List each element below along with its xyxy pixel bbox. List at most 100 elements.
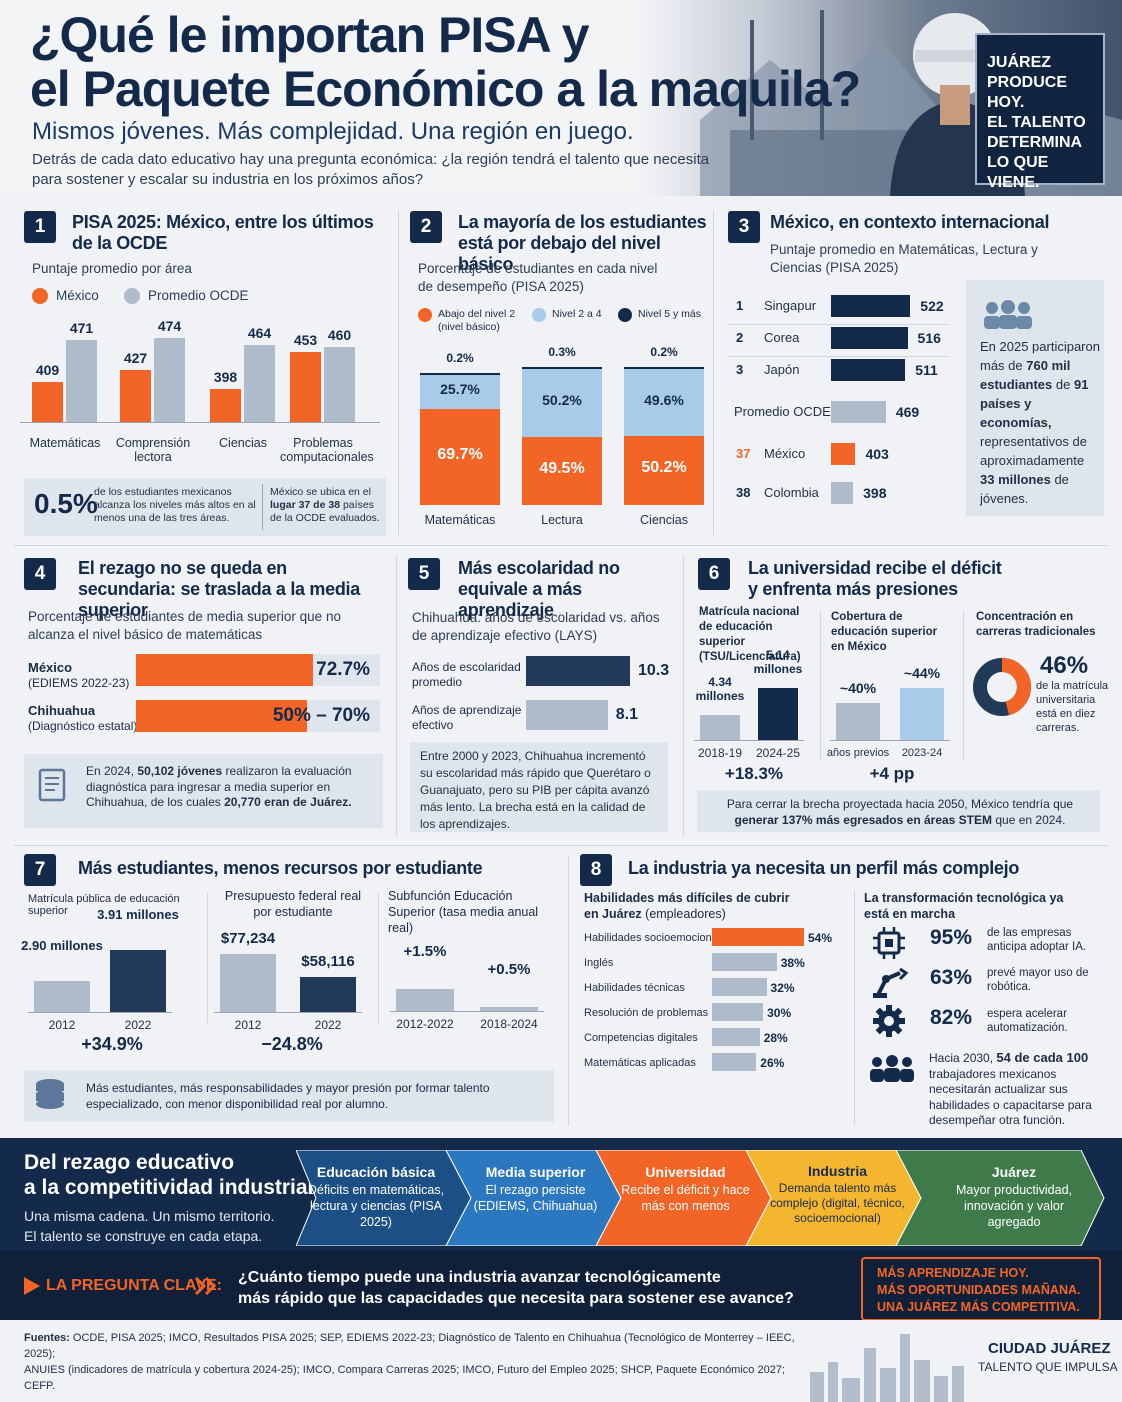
x-tick-label: Ciencias (640, 513, 688, 527)
bar (290, 352, 321, 422)
stat-text: espera acelerar automatización. (987, 1008, 1068, 1034)
chip-icon (873, 927, 905, 959)
bar (831, 295, 911, 317)
section-title: PISA 2025: México, entre los últimos de … (72, 212, 374, 253)
bar (526, 700, 608, 730)
hero-callout: JUÁREZ PRODUCE HOY. EL TALENTO DETERMINA LO … (975, 33, 1105, 191)
bar-value: 8.1 (615, 706, 639, 723)
bar (522, 367, 602, 437)
bar-value: ~40% (839, 679, 877, 696)
coins-icon (36, 1079, 64, 1109)
divider (14, 845, 1108, 846)
chart-subtitle: Subfunción Educación Superior (tasa medi… (388, 889, 539, 935)
chart-subfuncion: +1.5% 2012-2022 +0.5% 2018-2024 (384, 944, 556, 1037)
rank: 1 (736, 298, 744, 313)
legend-swatch (532, 308, 546, 322)
chain-title: Del rezago educativo a la competitividad … (24, 1151, 314, 1199)
bar (34, 981, 90, 1012)
brand-tagline: TALENTO QUE IMPULSA (978, 1360, 1118, 1374)
bar-value: 0.2% (650, 345, 678, 359)
chart-subtitle: Concentración en carreras tradicionales (976, 611, 1096, 638)
category-label: Singapur (764, 298, 817, 313)
stat-text: prevé mayor uso de robótica. (987, 967, 1089, 993)
people-text: Hacia 2030, 54 de cada 100 trabajadores … (929, 1050, 1092, 1127)
bar (700, 715, 740, 740)
chart-subtitle: Chihuahua: años de escolaridad vs. años … (412, 610, 660, 643)
x-tick-label: Problemas computacionales (280, 436, 374, 464)
bar-value: 469 (895, 404, 920, 420)
stat-value: 46% (1040, 652, 1089, 679)
chart-presupuesto: $77,234 2012 $58,116 2022 −24.8% (212, 915, 372, 1060)
chart-subtitle: Puntaje promedio en Matemáticas, Lectura… (770, 242, 1038, 275)
legend-label: Nivel 2 a 4 (552, 308, 602, 320)
rank-text: México se ubica en el lugar 37 de 38 paí… (270, 486, 380, 524)
bar-value: 38% (780, 956, 805, 970)
axis-line (214, 1012, 362, 1013)
bar (420, 408, 500, 505)
category-label: Habilidades socioemocionales (584, 932, 732, 944)
gear-icon (873, 1005, 905, 1037)
footer: Fuentes: OCDE, PISA 2025; IMCO, Resultad… (0, 1320, 1122, 1402)
row-note: (Diagnóstico estatal) (28, 719, 138, 733)
divider (963, 610, 964, 760)
x-tick-label: 2024-25 (755, 746, 801, 760)
bar-value: 471 (69, 319, 94, 336)
divider (820, 610, 821, 760)
divider (713, 210, 714, 535)
bar-value: 3.91 millones (97, 907, 179, 922)
x-tick-label: Ciencias (219, 436, 267, 450)
category-label: Colombia (764, 485, 819, 500)
bar (110, 950, 166, 1012)
bar (712, 1053, 757, 1071)
bar (836, 702, 880, 740)
bar-value: ~44% (903, 665, 941, 681)
divider (14, 545, 1108, 546)
chart-subtitle: Habilidades más difíciles de cubrir en Ju… (584, 891, 790, 921)
stat-value: 63% (930, 966, 973, 989)
bar-value: $58,116 (301, 952, 355, 970)
stat-value: 82% (930, 1006, 973, 1029)
people-icon (984, 300, 1032, 329)
rank: 3 (736, 362, 744, 377)
page-title: ¿Qué le importan PISA y el Paquete Econó… (30, 7, 861, 117)
bar-value: 403 (865, 446, 889, 462)
bar-value: 4.34 millones (695, 675, 745, 703)
chart-habilidades: Habilidades socioemocionales 54% Inglés 38%… (584, 928, 846, 1078)
workers-icon (870, 1055, 914, 1082)
bar (300, 976, 356, 1012)
legend-label: Nivel 5 y más (638, 308, 702, 320)
play-icon (24, 1277, 40, 1295)
legend-label: México (56, 288, 99, 303)
note-text: Más estudiantes, más responsabilidades y… (86, 1081, 490, 1111)
bar-value: 522 (920, 298, 944, 314)
chain-text: Una misma cadena. Un mismo territorio. El… (24, 1208, 275, 1244)
bar (244, 344, 275, 422)
document-icon (38, 768, 66, 802)
section-title: La mayoría de los estudiantes está por d… (458, 212, 707, 274)
bar (712, 1028, 760, 1046)
note-box (24, 754, 383, 828)
bar-value: 460 (327, 327, 352, 344)
section-title: Más estudiantes, menos recursos por estu… (78, 858, 483, 878)
bar (136, 700, 307, 732)
bar-value: 511 (915, 362, 938, 378)
stat-value: 0.5% (34, 488, 98, 519)
axis-line (20, 422, 380, 423)
category-label: Promedio OCDE (734, 404, 831, 419)
axis-line (28, 1012, 172, 1013)
info-text: En 2025 participaron más de 760 mil estu… (980, 339, 1100, 506)
bar (522, 367, 602, 369)
bar-value: 25.7% (440, 381, 480, 398)
bar (210, 389, 241, 422)
row-label: Años de escolaridad promedio (412, 660, 521, 689)
divider (207, 893, 208, 1023)
bar-value: 10.3 (638, 662, 670, 679)
value-chain-banner: Del rezago educativo a la competitividad … (0, 1138, 1122, 1250)
bar-value: 49.5% (539, 459, 585, 477)
note-text: Para cerrar la brecha proyectada hacia 2… (726, 797, 1074, 827)
bar (66, 339, 97, 422)
note-text: En 2024, 50,102 jóvenes realizaron la ev… (86, 764, 352, 809)
bar-value: 516 (917, 330, 941, 346)
category-label: México (764, 446, 806, 461)
note-box (410, 742, 668, 832)
